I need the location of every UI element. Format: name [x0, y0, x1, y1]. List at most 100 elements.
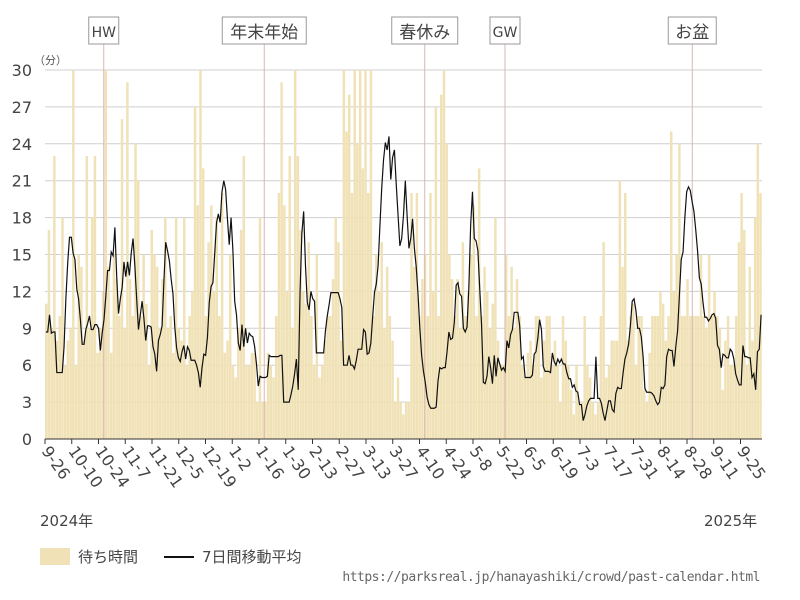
- bar: [196, 205, 200, 439]
- event-label-box: [391, 16, 459, 45]
- bar: [326, 316, 329, 439]
- bar: [158, 328, 162, 439]
- bar: [342, 70, 346, 439]
- bar: [242, 156, 245, 439]
- x-tick-label: 9-11: [706, 442, 742, 483]
- bar: [613, 340, 616, 439]
- bar: [670, 131, 673, 439]
- bar: [659, 291, 662, 439]
- bar: [545, 316, 549, 439]
- event-label-text: お盆: [675, 23, 709, 43]
- y-unit-label: （分）: [34, 54, 67, 67]
- source-url: https://parksreal.jp/hanayashiki/crowd/p…: [342, 570, 760, 585]
- bar: [550, 365, 554, 439]
- bar: [607, 365, 611, 439]
- bar: [261, 402, 264, 439]
- bar: [605, 377, 608, 439]
- event-labels: HW 年末年始 春休み GW お盆: [88, 16, 717, 45]
- event-label: 春休み: [391, 16, 459, 45]
- bar: [199, 70, 202, 439]
- bar: [726, 316, 730, 439]
- bar: [488, 328, 492, 439]
- bar: [705, 328, 708, 439]
- bar: [572, 414, 576, 439]
- bar: [120, 119, 124, 439]
- bar: [580, 402, 584, 439]
- bar: [540, 377, 543, 439]
- bar: [602, 242, 605, 439]
- bar: [483, 266, 486, 439]
- bar: [732, 365, 735, 439]
- bar: [161, 279, 164, 439]
- bar: [215, 217, 218, 439]
- bar: [358, 70, 362, 439]
- bar: [431, 291, 435, 439]
- x-tick-label: 9-25: [733, 442, 769, 483]
- bar: [688, 316, 692, 439]
- y-tick-label: 3: [22, 393, 32, 412]
- bar: [207, 242, 210, 439]
- event-label: 年末年始: [221, 16, 307, 45]
- bar: [134, 143, 137, 440]
- bar: [96, 352, 99, 439]
- bar: [109, 352, 113, 439]
- bar: [318, 377, 321, 439]
- bar: [407, 402, 411, 439]
- bar: [369, 70, 373, 439]
- bar: [453, 316, 457, 439]
- bar: [353, 70, 356, 439]
- x-tick-label: 7-31: [626, 442, 662, 483]
- bar: [464, 316, 467, 439]
- bar: [302, 291, 305, 439]
- bar: [388, 316, 392, 439]
- bar: [307, 242, 310, 439]
- bar: [394, 402, 397, 439]
- legend-bar-swatch: [40, 548, 70, 565]
- bar: [288, 156, 291, 439]
- bar: [751, 340, 754, 439]
- bar: [218, 316, 221, 439]
- y-tick-label: 0: [22, 430, 32, 449]
- bar: [272, 377, 275, 439]
- bar: [101, 291, 105, 439]
- bar: [404, 402, 408, 439]
- bar: [274, 316, 278, 439]
- x-tick-label: 1-30: [278, 442, 314, 483]
- bar: [586, 365, 589, 439]
- bar: [291, 328, 294, 439]
- bar: [47, 229, 51, 439]
- event-label-box: [88, 16, 120, 45]
- bar: [180, 340, 183, 439]
- bar: [356, 143, 359, 440]
- y-tick-label: 12: [12, 282, 32, 301]
- bar: [648, 352, 651, 439]
- bar: [361, 168, 365, 439]
- bar: [664, 340, 668, 439]
- bar: [250, 352, 254, 439]
- bar: [345, 131, 348, 439]
- bar: [280, 82, 283, 440]
- bar: [377, 291, 381, 439]
- x-tick-labels: 9-2610-1010-2411-711-2112-512-191-21-161…: [38, 439, 770, 491]
- bar: [721, 389, 724, 439]
- bar: [112, 254, 116, 439]
- x-tick-label: 8-14: [653, 442, 689, 483]
- bar: [645, 402, 649, 439]
- bar: [640, 316, 643, 439]
- bar: [61, 217, 64, 439]
- bar: [139, 316, 143, 439]
- bar: [472, 205, 475, 439]
- bar: [226, 340, 229, 439]
- bar: [201, 168, 205, 439]
- bar: [596, 402, 600, 439]
- bar: [724, 340, 727, 439]
- bar: [99, 328, 102, 439]
- bar: [58, 316, 62, 439]
- x-tick-label: 7-17: [599, 442, 635, 483]
- bar: [642, 389, 646, 439]
- bar: [247, 365, 251, 439]
- bar: [748, 266, 751, 439]
- x-tick-label: 2-27: [332, 442, 368, 483]
- bar: [93, 156, 97, 439]
- bar: [699, 254, 703, 439]
